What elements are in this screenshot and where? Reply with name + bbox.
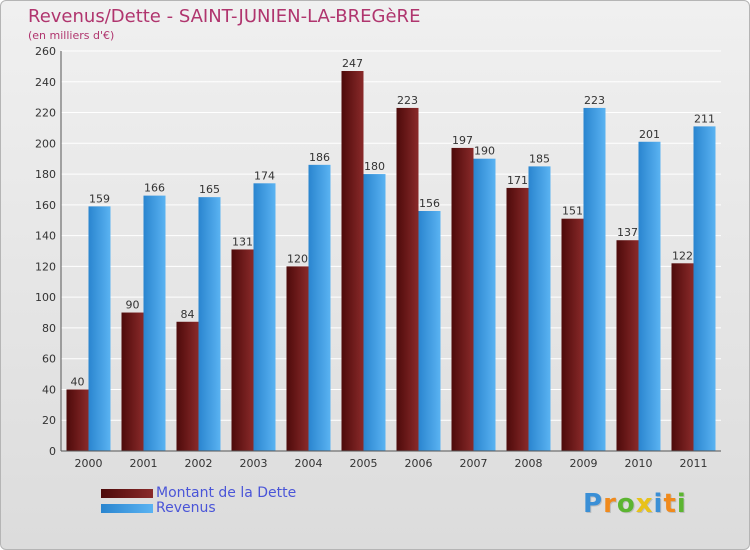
bar-dette [286,266,309,451]
data-label-revenus: 156 [419,197,440,210]
legend-swatch-revenus [101,504,153,513]
bar-dette [616,240,639,451]
chart-subtitle: (en milliers d'€) [28,29,115,42]
data-label-dette: 151 [562,205,583,218]
y-tick-label: 0 [49,445,56,458]
bar-revenus [583,107,606,451]
data-label-revenus: 201 [639,128,660,141]
y-tick-label: 240 [35,76,56,89]
y-tick-label: 120 [35,260,56,273]
legend-swatch-dette [101,489,153,498]
data-label-dette: 137 [617,226,638,239]
bar-revenus [528,166,551,451]
bar-dette [121,312,144,451]
x-tick-label: 2002 [185,457,213,470]
bar-revenus [143,195,166,451]
bar-revenus [253,183,276,452]
bar-revenus [638,141,661,451]
data-label-revenus: 223 [584,94,605,107]
x-tick-label: 2010 [625,457,653,470]
proxiti-logo: Proxiti [583,489,687,519]
data-label-dette: 223 [397,94,418,107]
x-tick-label: 2008 [515,457,543,470]
y-tick-label: 60 [42,353,56,366]
bar-revenus [308,164,331,451]
data-label-dette: 131 [232,235,253,248]
x-tick-label: 2000 [75,457,103,470]
data-label-revenus: 185 [529,152,550,165]
y-tick-label: 160 [35,199,56,212]
data-label-dette: 90 [126,299,140,312]
bar-revenus [363,174,386,452]
bar-dette [176,321,199,451]
data-label-dette: 120 [287,252,308,265]
bar-dette [231,249,254,451]
x-tick-label: 2011 [680,457,708,470]
data-label-revenus: 159 [89,192,110,205]
chart-title: Revenus/Dette - SAINT-JUNIEN-LA-BREGèRE [28,6,421,27]
data-label-dette: 247 [342,57,363,70]
bar-revenus [473,158,496,451]
y-tick-label: 180 [35,168,56,181]
x-tick-label: 2001 [130,457,158,470]
y-tick-label: 260 [35,45,56,58]
bar-dette [671,263,694,451]
bar-dette [506,187,529,451]
data-label-revenus: 180 [364,160,385,173]
data-label-dette: 84 [181,308,195,321]
data-label-revenus: 186 [309,151,330,164]
data-label-revenus: 165 [199,183,220,196]
bar-dette [341,71,364,451]
legend-label-revenus: Revenus [156,500,216,516]
data-label-dette: 197 [452,134,473,147]
y-tick-label: 220 [35,107,56,120]
x-tick-label: 2003 [240,457,268,470]
data-label-dette: 171 [507,174,528,187]
data-label-revenus: 190 [474,145,495,158]
x-tick-label: 2005 [350,457,378,470]
y-tick-label: 100 [35,291,56,304]
legend-label-dette: Montant de la Dette [156,485,297,501]
data-label-revenus: 174 [254,169,275,182]
y-tick-label: 40 [42,383,56,396]
y-tick-label: 80 [42,322,56,335]
x-tick-label: 2009 [570,457,598,470]
y-tick-label: 20 [42,414,56,427]
data-label-dette: 122 [672,249,693,262]
data-label-revenus: 166 [144,182,165,195]
x-tick-label: 2004 [295,457,323,470]
bar-revenus [198,197,221,451]
data-label-dette: 40 [71,375,85,388]
bar-dette [561,218,584,451]
x-tick-label: 2007 [460,457,488,470]
bar-dette [451,147,474,451]
y-tick-label: 200 [35,137,56,150]
bar-revenus [693,126,716,451]
data-label-revenus: 211 [694,112,715,125]
bar-dette [396,107,419,451]
bar-revenus [88,206,111,451]
bar-revenus [418,211,441,451]
bar-dette [66,389,89,451]
x-tick-label: 2006 [405,457,433,470]
y-tick-label: 140 [35,230,56,243]
